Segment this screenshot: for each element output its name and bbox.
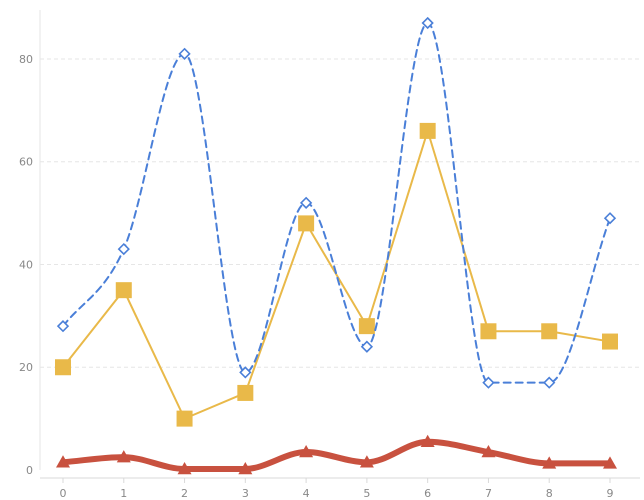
x-tick-label: 1: [120, 487, 127, 500]
data-point: [421, 16, 434, 30]
data-point: [56, 320, 70, 333]
data-point: [542, 456, 557, 469]
y-tick-label: 0: [26, 464, 33, 477]
data-point: [116, 450, 131, 463]
x-tick-label: 5: [363, 487, 370, 500]
data-point: [603, 456, 617, 469]
data-point: [239, 366, 252, 379]
x-tick-label: 3: [242, 487, 249, 500]
series-2: [55, 122, 618, 427]
data-point: [359, 455, 374, 468]
data-point: [237, 384, 254, 401]
y-tick-label: 80: [19, 53, 33, 66]
series-1: [56, 16, 617, 389]
data-point: [420, 434, 435, 447]
series-line: [62, 22, 611, 384]
x-tick-label: 7: [485, 487, 492, 500]
data-point: [176, 410, 193, 427]
y-tick-label: 60: [19, 156, 33, 169]
axis-layer: 0 20 40 60 80 0 1 2 3 4 5 6 7 8 9: [19, 10, 640, 500]
data-point: [115, 282, 132, 299]
data-point: [299, 196, 313, 209]
x-tick-label: 8: [546, 487, 553, 500]
x-tick-label: 6: [424, 487, 431, 500]
data-point: [482, 376, 495, 389]
data-point: [603, 212, 617, 225]
series-line: [60, 438, 613, 472]
data-point: [238, 461, 253, 475]
data-point: [177, 461, 192, 475]
y-tick-label: 40: [19, 258, 33, 271]
series-line: [62, 129, 611, 420]
data-point: [117, 242, 130, 256]
data-point: [480, 323, 497, 340]
data-point: [178, 47, 191, 60]
data-point: [360, 340, 374, 353]
x-tick-label: 0: [60, 487, 67, 500]
series-3: [56, 434, 617, 475]
data-point: [602, 333, 618, 350]
data-point: [299, 445, 314, 458]
data-point: [481, 445, 496, 458]
data-point: [358, 318, 375, 335]
grid-layer: [40, 58, 640, 368]
data-point: [56, 455, 70, 468]
x-tick-label: 4: [303, 487, 310, 500]
data-point: [419, 122, 436, 139]
data-point: [298, 215, 315, 232]
data-point: [541, 323, 558, 340]
data-point: [55, 359, 71, 376]
data-point: [543, 376, 556, 389]
x-tick-label: 9: [607, 487, 614, 500]
y-tick-label: 20: [19, 361, 33, 374]
x-tick-label: 2: [181, 487, 188, 500]
series-layer: [55, 16, 618, 475]
